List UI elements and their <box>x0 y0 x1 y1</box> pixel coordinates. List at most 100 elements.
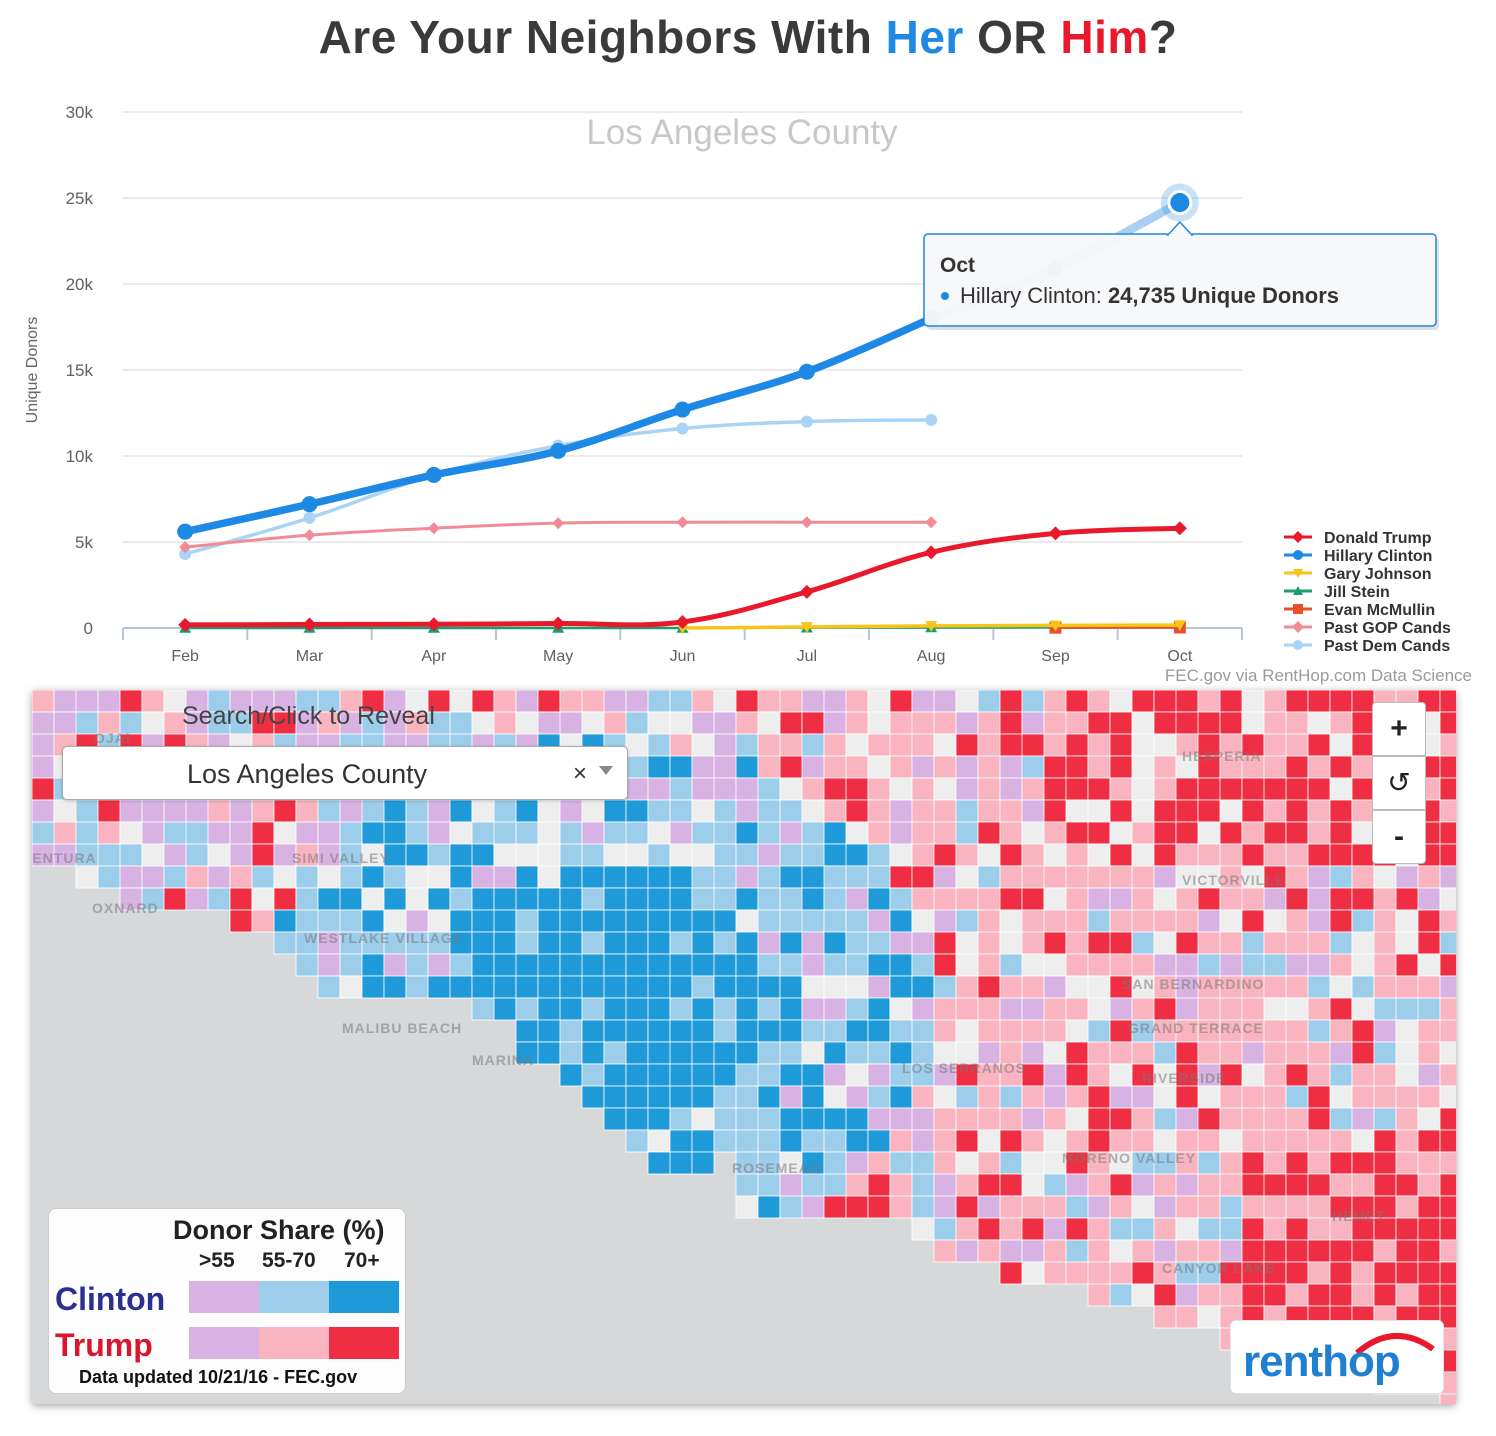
map-region[interactable] <box>471 953 495 977</box>
map-region[interactable] <box>383 865 407 889</box>
map-region[interactable] <box>933 733 957 757</box>
map-region[interactable] <box>999 843 1023 867</box>
map-region[interactable] <box>823 997 847 1021</box>
map-region[interactable] <box>625 1019 649 1043</box>
map-region[interactable] <box>1131 1107 1155 1131</box>
map-region[interactable] <box>955 799 979 823</box>
map-region[interactable] <box>1263 1041 1287 1065</box>
map-region[interactable] <box>1021 711 1045 735</box>
map-region[interactable] <box>1131 690 1155 713</box>
map-region[interactable] <box>713 1085 737 1109</box>
map-region[interactable] <box>999 1019 1023 1043</box>
map-region[interactable] <box>955 821 979 845</box>
map-region[interactable] <box>1087 690 1111 713</box>
map-region[interactable] <box>1373 1063 1397 1087</box>
map-region[interactable] <box>911 887 935 911</box>
map-region[interactable] <box>1307 997 1331 1021</box>
map-region[interactable] <box>229 843 253 867</box>
map-region[interactable] <box>1351 1283 1375 1307</box>
map-region[interactable] <box>867 953 891 977</box>
map-region[interactable] <box>581 953 605 977</box>
map-region[interactable] <box>625 909 649 933</box>
map-region[interactable] <box>339 821 363 845</box>
map-region[interactable] <box>383 909 407 933</box>
map-region[interactable] <box>889 1129 913 1153</box>
map-region[interactable] <box>999 887 1023 911</box>
map-region[interactable] <box>691 799 715 823</box>
map-region[interactable] <box>1109 1173 1133 1197</box>
map-region[interactable] <box>867 1063 891 1087</box>
map-region[interactable] <box>317 953 341 977</box>
map-region[interactable] <box>625 821 649 845</box>
map-region[interactable] <box>1395 909 1419 933</box>
map-region[interactable] <box>691 1107 715 1131</box>
map-region[interactable] <box>735 843 759 867</box>
zoom-in-button[interactable]: + <box>1372 702 1426 756</box>
map-region[interactable] <box>1241 931 1265 955</box>
map-region[interactable] <box>1439 690 1456 713</box>
map-region[interactable] <box>1021 1019 1045 1043</box>
map-region[interactable] <box>1263 1217 1287 1241</box>
map-region[interactable] <box>889 887 913 911</box>
map-region[interactable] <box>1241 799 1265 823</box>
map-region[interactable] <box>977 1129 1001 1153</box>
map-region[interactable] <box>1263 821 1287 845</box>
map-region[interactable] <box>1373 1085 1397 1109</box>
map-region[interactable] <box>867 799 891 823</box>
map-region[interactable] <box>1417 997 1441 1021</box>
map-region[interactable] <box>1307 1041 1331 1065</box>
map-region[interactable] <box>713 1107 737 1131</box>
map-region[interactable] <box>1373 931 1397 955</box>
map-region[interactable] <box>911 711 935 735</box>
map-region[interactable] <box>933 711 957 735</box>
map-region[interactable] <box>801 1107 825 1131</box>
map-region[interactable] <box>1439 953 1456 977</box>
map-region[interactable] <box>1087 1239 1111 1263</box>
map-region[interactable] <box>559 1041 583 1065</box>
map-region[interactable] <box>1087 799 1111 823</box>
map-region[interactable] <box>1329 931 1353 955</box>
map-region[interactable] <box>559 931 583 955</box>
map-region[interactable] <box>1307 1063 1331 1087</box>
map-region[interactable] <box>1417 975 1441 999</box>
map-region[interactable] <box>1351 1173 1375 1197</box>
map-region[interactable] <box>1197 909 1221 933</box>
map-region[interactable] <box>911 799 935 823</box>
map-region[interactable] <box>1307 1151 1331 1175</box>
map-region[interactable] <box>823 909 847 933</box>
map-region[interactable] <box>581 843 605 867</box>
map-region[interactable] <box>1417 865 1441 889</box>
map-region[interactable] <box>1395 1217 1419 1241</box>
map-region[interactable] <box>713 975 737 999</box>
map-region[interactable] <box>1373 953 1397 977</box>
map-region[interactable] <box>1065 887 1089 911</box>
map-region[interactable] <box>1439 1173 1456 1197</box>
map-region[interactable] <box>867 1129 891 1153</box>
map-region[interactable] <box>1439 1085 1456 1109</box>
map-region[interactable] <box>1439 1151 1456 1175</box>
map-region[interactable] <box>1109 1107 1133 1131</box>
map-region[interactable] <box>1175 1239 1199 1263</box>
map-region[interactable] <box>933 690 957 713</box>
map-region[interactable] <box>449 953 473 977</box>
map-region[interactable] <box>1219 1151 1243 1175</box>
map-region[interactable] <box>1131 755 1155 779</box>
map-region[interactable] <box>1109 1041 1133 1065</box>
map-region[interactable] <box>1241 1063 1265 1087</box>
map-region[interactable] <box>1351 733 1375 757</box>
map-region[interactable] <box>1109 909 1133 933</box>
map-region[interactable] <box>1439 1283 1456 1307</box>
map-region[interactable] <box>1307 1283 1331 1307</box>
map-region[interactable] <box>625 1107 649 1131</box>
map-region[interactable] <box>889 975 913 999</box>
map-region[interactable] <box>1109 777 1133 801</box>
map-region[interactable] <box>1329 1019 1353 1043</box>
map-region[interactable] <box>845 909 869 933</box>
map-region[interactable] <box>1241 1195 1265 1219</box>
map-region[interactable] <box>427 953 451 977</box>
map-region[interactable] <box>823 1195 847 1219</box>
map-region[interactable] <box>559 1019 583 1043</box>
map-region[interactable] <box>1087 711 1111 735</box>
map-region[interactable] <box>1329 887 1353 911</box>
map-region[interactable] <box>1439 799 1456 823</box>
